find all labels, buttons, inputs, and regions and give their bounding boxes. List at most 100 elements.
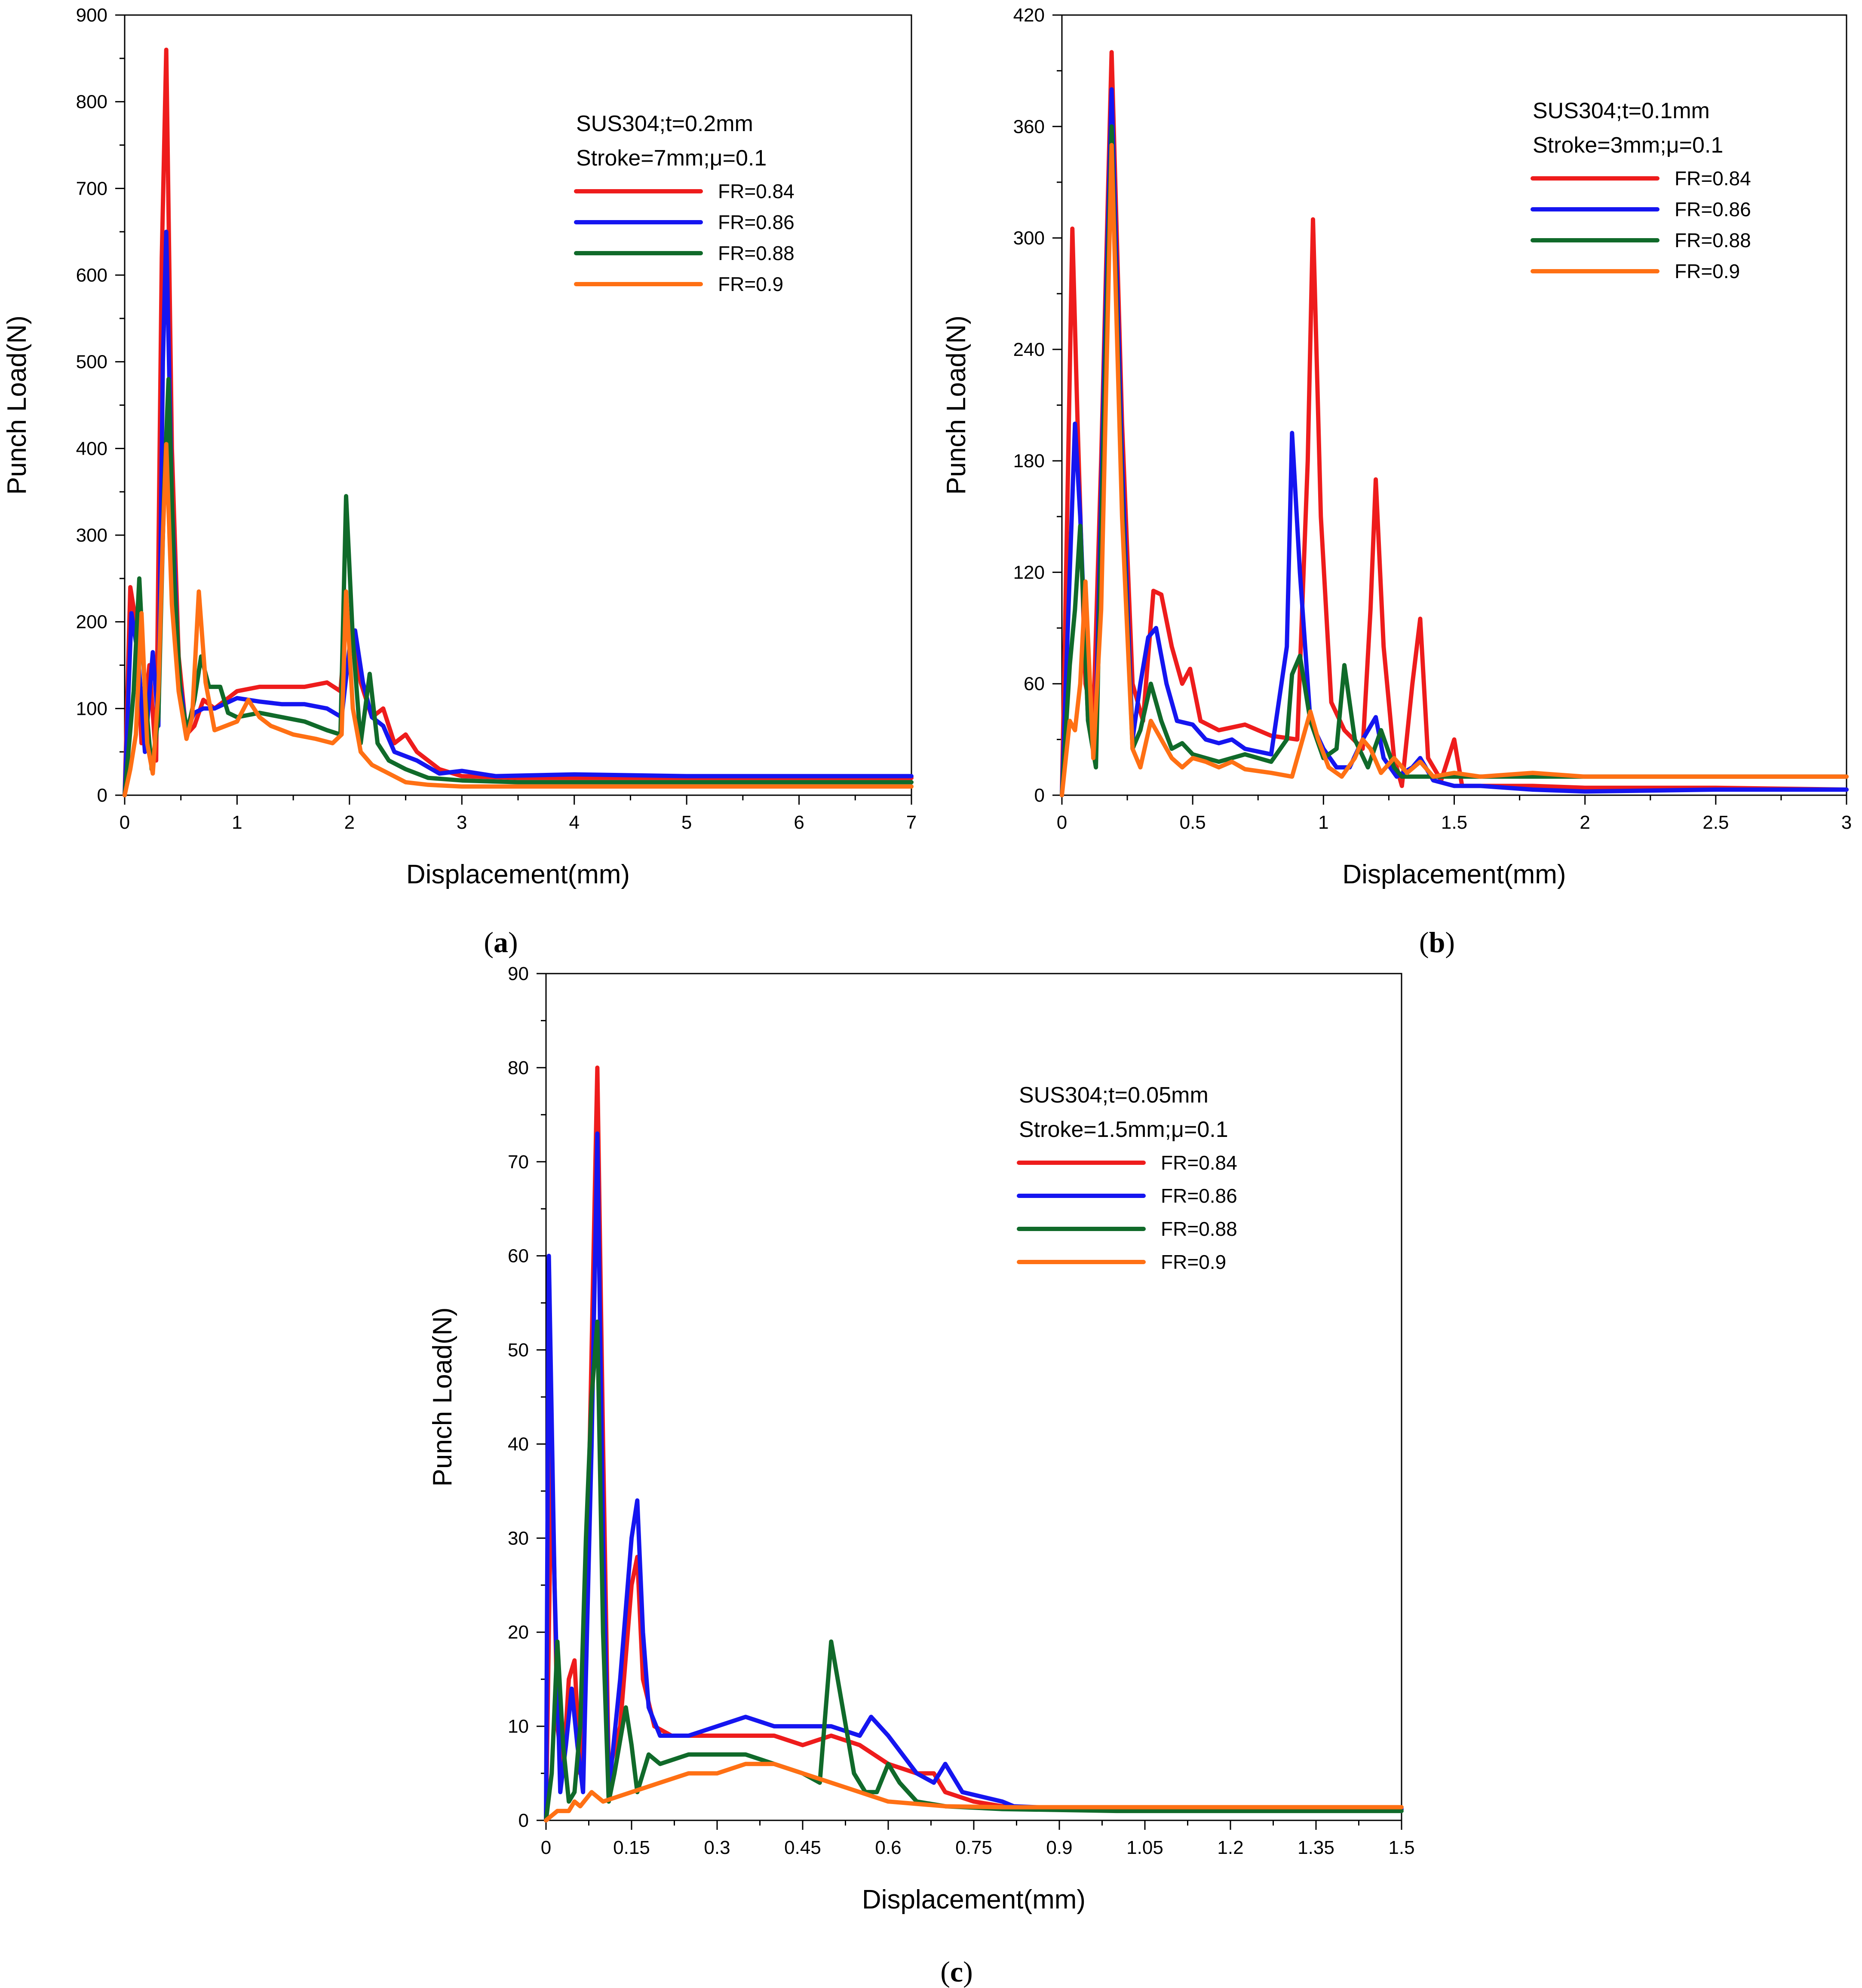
y-tick-label: 100 [76,698,107,719]
series-line-FR-0_84 [123,47,914,797]
y-tick-label: 0 [518,1810,529,1831]
legend: SUS304;t=0.2mm Stroke=7mm;μ=0.1 FR=0.84 FR=… [574,111,794,295]
legend-label: FR=0.9 [718,273,783,295]
x-tick-label: 0 [120,812,130,833]
y-tick-label: 700 [76,178,107,199]
y-tick-label: 800 [76,92,107,113]
x-axis-title: Displacement(mm) [862,1885,1086,1914]
y-tick-label: 70 [508,1152,529,1173]
y-axis-title: Punch Load(N) [942,316,971,495]
series-line-FR-0_9 [123,442,914,797]
y-tick-label: 60 [1024,674,1045,695]
x-tick-label: 4 [569,812,579,833]
y-tick-label: 300 [76,525,107,546]
chart-b: 0 60 120 180 240 300 360 420 0 0.5 1 1.5 2 2.5 3 Displa… [942,5,1852,959]
x-tick-label: 0.9 [1046,1837,1072,1858]
x-tick-label: 1.35 [1298,1837,1334,1858]
y-tick-label: 900 [76,5,107,26]
x-tick-label: 2 [344,812,355,833]
caption-letter: a [494,926,508,959]
x-tick-label: 0.15 [613,1837,650,1858]
y-tick-label: 30 [508,1528,529,1549]
legend-title-material: SUS304;t=0.1mm [1533,98,1710,123]
y-tick-label: 0 [97,785,107,806]
y-tick-label: 40 [508,1434,529,1455]
x-tick-label: 3 [1841,812,1852,833]
legend-label: FR=0.86 [718,211,794,233]
x-tick-label: 0 [1057,812,1067,833]
legend-label: FR=0.84 [1161,1152,1237,1174]
y-tick-label: 20 [508,1622,529,1643]
legend-title-conditions: Stroke=3mm;μ=0.1 [1533,133,1723,158]
series-line-FR-0_84 [544,1065,1404,1823]
legend-label: FR=0.84 [1675,167,1751,190]
x-tick-label: 0.75 [955,1837,992,1858]
series-line-FR-0_9 [1060,143,1849,797]
legend-label: FR=0.88 [1161,1218,1237,1240]
x-tick-label: 1 [232,812,242,833]
series-line-FR-0_9 [544,1761,1404,1823]
y-axis-title: Punch Load(N) [2,316,32,495]
y-tick-label: 60 [508,1246,529,1267]
legend-title-material: SUS304;t=0.05mm [1019,1083,1209,1108]
x-tick-label: 0.45 [784,1837,821,1858]
panel-caption: (b) [1419,926,1455,959]
caption-open-paren: ( [1419,926,1429,959]
x-tick-label: 0.3 [704,1837,730,1858]
series-line-FR-0_88 [1060,124,1849,797]
plot-frame [124,14,912,796]
y-axis-title: Punch Load(N) [428,1307,457,1486]
y-tick-label: 120 [1013,562,1045,583]
y-tick-label: 0 [1034,785,1045,806]
legend-label: FR=0.88 [718,242,794,264]
legend-title-conditions: Stroke=1.5mm;μ=0.1 [1019,1117,1228,1142]
caption-letter: c [950,1955,963,1988]
x-tick-label: 1.2 [1217,1837,1243,1858]
caption-close-paren: ) [963,1955,973,1988]
y-tick-label: 240 [1013,339,1045,360]
x-tick-label: 3 [457,812,467,833]
y-tick-label: 600 [76,265,107,286]
series-line-FR-0_86 [544,1131,1404,1823]
legend-label: FR=0.88 [1675,229,1751,251]
panel-caption: (c) [940,1955,973,1988]
panel-caption: (a) [484,926,518,959]
x-tick-label: 0.6 [875,1837,901,1858]
x-tick-label: 2.5 [1702,812,1729,833]
x-tick-label: 1.05 [1126,1837,1163,1858]
x-axis-title: Displacement(mm) [1342,860,1566,889]
series-line-FR-0_88 [544,1319,1404,1823]
x-tick-label: 1.5 [1388,1837,1414,1858]
series-line-FR-0_84 [1060,50,1849,797]
x-axis-title: Displacement(mm) [406,860,630,889]
x-tick-label: 1 [1318,812,1328,833]
plot-frame [545,973,1402,1821]
x-tick-label: 0 [541,1837,551,1858]
y-tick-label: 420 [1013,5,1045,26]
chart-a: 0 100 200 300 400 500 600 700 800 900 0 1 2 3 4 5 6 7 Disp… [2,5,917,959]
y-tick-label: 300 [1013,228,1045,249]
x-tick-label: 2 [1580,812,1590,833]
legend-title-conditions: Stroke=7mm;μ=0.1 [576,146,767,171]
caption-letter: b [1429,926,1445,959]
y-tick-label: 360 [1013,116,1045,137]
y-tick-label: 10 [508,1716,529,1737]
y-tick-label: 80 [508,1057,529,1078]
x-tick-label: 5 [681,812,692,833]
x-tick-label: 6 [794,812,804,833]
legend-label: FR=0.86 [1675,198,1751,221]
x-tick-label: 1.5 [1441,812,1467,833]
legend-label: FR=0.84 [718,180,794,202]
legend-label: FR=0.9 [1675,260,1740,282]
y-tick-label: 500 [76,352,107,373]
caption-close-paren: ) [1445,926,1455,959]
legend: SUS304;t=0.05mm Stroke=1.5mm;μ=0.1 FR=0.84… [1017,1083,1237,1273]
y-tick-label: 400 [76,438,107,459]
chart-c: 0 10 20 30 40 50 60 70 80 90 0 0.15 0.3 0.45 0.6 0.75 0.… [428,963,1415,1988]
legend-label: FR=0.86 [1161,1185,1237,1207]
series-line-FR-0_88 [123,377,914,797]
legend-label: FR=0.9 [1161,1251,1226,1273]
y-tick-label: 50 [508,1340,529,1361]
x-tick-label: 0.5 [1180,812,1206,833]
